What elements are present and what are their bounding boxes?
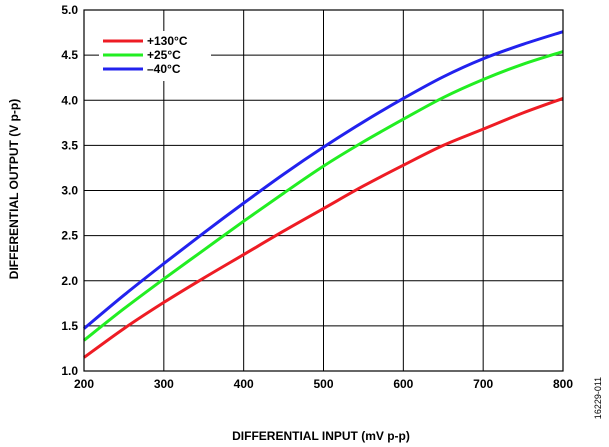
y-tick-label: 5.0 <box>61 3 78 17</box>
y-tick-labels: 1.0 1.5 2.0 2.5 3.0 3.5 4.0 4.5 5.0 <box>61 3 78 378</box>
y-tick-label: 1.0 <box>61 364 78 378</box>
series-line-1 <box>83 97 564 359</box>
legend-label: +130°C <box>147 34 188 48</box>
y-tick-label: 2.5 <box>61 229 78 243</box>
y-tick-label: 4.5 <box>61 48 78 62</box>
x-tick-label: 300 <box>154 377 174 391</box>
x-tick-label: 400 <box>234 377 254 391</box>
plot-frame <box>83 9 564 372</box>
x-tick-label: 200 <box>74 377 94 391</box>
y-tick-label: 4.0 <box>61 93 78 107</box>
series-line-3 <box>83 30 564 330</box>
figure-code: 16229-011 <box>593 377 603 419</box>
x-tick-label: 500 <box>313 377 333 391</box>
x-tick-labels: 200 300 400 500 600 700 800 <box>74 377 573 391</box>
series-lines <box>83 30 564 359</box>
series-line-2 <box>83 50 564 342</box>
x-tick-label: 800 <box>553 377 573 391</box>
y-tick-label: 2.0 <box>61 274 78 288</box>
x-tick-label: 600 <box>393 377 413 391</box>
y-axis-label: DIFFERENTIAL OUTPUT (V p-p) <box>7 99 21 279</box>
x-axis-label: DIFFERENTIAL INPUT (mV p-p) <box>232 429 410 443</box>
y-tick-label: 3.0 <box>61 184 78 198</box>
y-tick-label: 1.5 <box>61 319 78 333</box>
grid-lines <box>83 9 564 372</box>
x-tick-label: 700 <box>473 377 493 391</box>
legend: +130°C+25°C–40°C <box>99 31 211 81</box>
y-tick-label: 3.5 <box>61 138 78 152</box>
legend-label: –40°C <box>147 62 181 76</box>
legend-label: +25°C <box>147 48 181 62</box>
